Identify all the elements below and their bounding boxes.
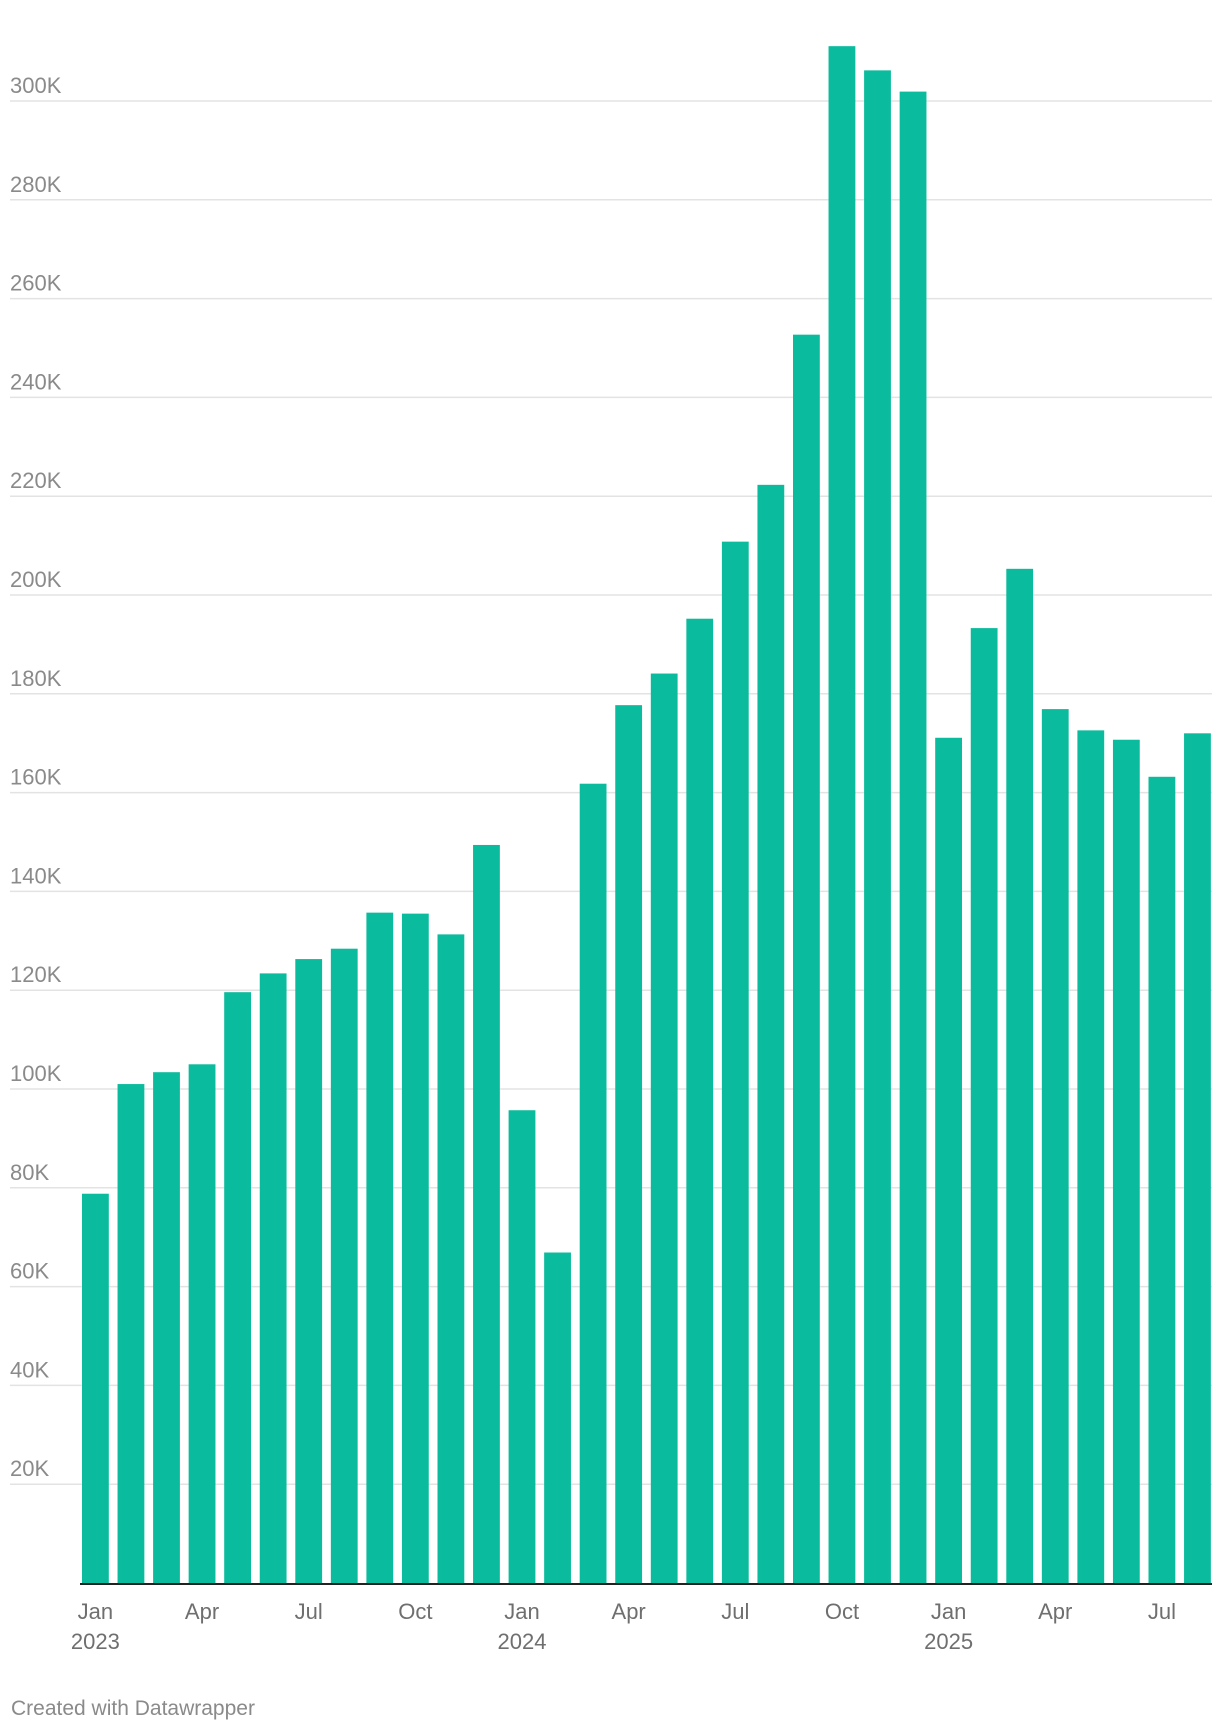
y-tick-label: 240K: [10, 369, 62, 394]
x-tick-label-month: Oct: [825, 1599, 859, 1624]
bar-2025-07[interactable]: [1148, 776, 1176, 1583]
bar-2024-12[interactable]: [899, 91, 927, 1584]
y-tick-label: 40K: [10, 1357, 49, 1382]
x-tick-label-month: Jan: [931, 1599, 966, 1624]
x-tick-label-year: 2024: [498, 1629, 547, 1654]
x-tick-label-month: Jul: [1148, 1599, 1176, 1624]
bar-2024-01[interactable]: [508, 1110, 536, 1583]
bar-2025-02[interactable]: [970, 628, 998, 1583]
bar-2024-09[interactable]: [793, 334, 820, 1583]
bar-2024-06[interactable]: [686, 618, 714, 1583]
bar-2023-10[interactable]: [401, 913, 429, 1583]
bar-2024-10[interactable]: [828, 46, 856, 1583]
y-tick-label: 220K: [10, 468, 62, 493]
x-tick-label-year: 2023: [71, 1629, 120, 1654]
x-tick-label-month: Jan: [78, 1599, 113, 1624]
bar-2024-05[interactable]: [650, 673, 678, 1583]
bar-2023-05[interactable]: [224, 992, 251, 1583]
bar-2025-08[interactable]: [1184, 733, 1211, 1583]
x-tick-label-month: Jul: [721, 1599, 749, 1624]
y-tick-label: 280K: [10, 172, 62, 197]
y-tick-label: 260K: [10, 271, 62, 296]
bar-2024-07[interactable]: [721, 541, 749, 1583]
bar-2025-05[interactable]: [1077, 730, 1105, 1583]
bar-2024-11[interactable]: [864, 70, 891, 1584]
y-tick-label: 20K: [10, 1456, 49, 1481]
y-tick-label: 80K: [10, 1160, 49, 1185]
bar-2023-12[interactable]: [473, 844, 500, 1583]
x-tick-label-month: Oct: [398, 1599, 432, 1624]
y-tick-label: 140K: [10, 863, 62, 888]
bars: [82, 46, 1211, 1584]
x-tick-label-month: Jul: [295, 1599, 323, 1624]
y-tick-label: 180K: [10, 666, 62, 691]
bar-2023-08[interactable]: [330, 948, 358, 1583]
y-tick-label: 300K: [10, 73, 62, 98]
bar-2023-09[interactable]: [366, 912, 394, 1583]
footer-credit[interactable]: Created with Datawrapper: [11, 1697, 255, 1720]
x-tick-label-year: 2025: [924, 1629, 973, 1654]
bar-2025-03[interactable]: [1006, 568, 1034, 1583]
bar-2023-02[interactable]: [117, 1084, 145, 1583]
bar-2024-03[interactable]: [579, 783, 607, 1583]
bar-2023-01[interactable]: [82, 1193, 109, 1583]
bar-2025-04[interactable]: [1041, 709, 1069, 1583]
bar-2025-06[interactable]: [1112, 739, 1140, 1583]
y-tick-label: 160K: [10, 765, 62, 790]
y-tick-label: 100K: [10, 1061, 62, 1086]
x-tick-label-month: Apr: [1038, 1599, 1072, 1624]
bar-2023-04[interactable]: [188, 1064, 216, 1583]
bar-2024-04[interactable]: [615, 705, 643, 1583]
y-tick-label: 200K: [10, 567, 62, 592]
x-tick-label-month: Apr: [612, 1599, 646, 1624]
y-tick-label: 120K: [10, 962, 62, 987]
bar-2024-02[interactable]: [544, 1252, 571, 1583]
bar-2024-08[interactable]: [757, 484, 785, 1584]
y-axis-tick-labels: 20K 40K 60K 80K 100K 120K 140K 160K 180K 200K 220K…: [10, 73, 62, 1481]
x-tick-label-month: Apr: [185, 1599, 219, 1624]
y-tick-label: 60K: [10, 1259, 49, 1284]
bar-2023-06[interactable]: [259, 973, 287, 1583]
bar-2023-11[interactable]: [437, 934, 465, 1583]
bar-2023-03[interactable]: [153, 1072, 180, 1583]
bar-2025-01[interactable]: [935, 737, 962, 1583]
x-tick-label-month: Jan: [504, 1599, 539, 1624]
gridlines: [10, 100, 1212, 1485]
x-axis-tick-labels: Jan 2023 Apr Jul Oct Jan 2024 Apr Jul Oct Jan 2025 A…: [71, 1599, 1176, 1654]
bar-2023-07[interactable]: [295, 959, 323, 1583]
